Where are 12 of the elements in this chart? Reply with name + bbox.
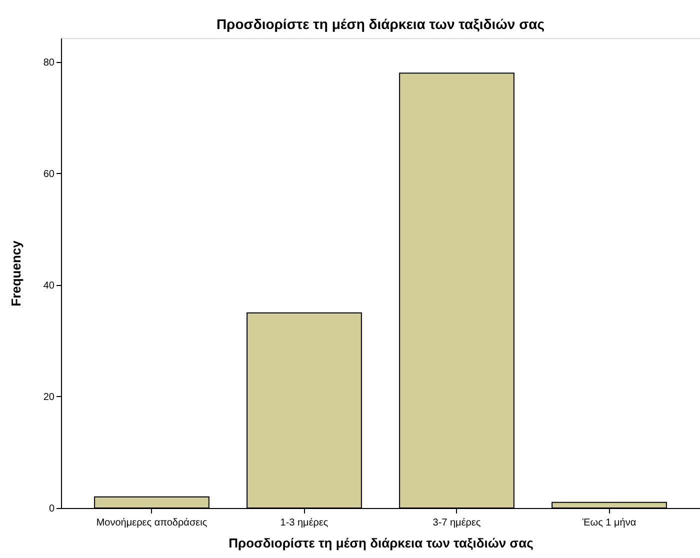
x-tick-label: Έως 1 μήνα: [581, 518, 636, 528]
x-axis-title: Προσδιορίστε τη μέση διάρκεια των ταξιδιών σας: [228, 536, 534, 550]
x-tick-label: Μονοήμερες αποδράσεις: [96, 518, 208, 528]
x-tick-label: 3-7 ημέρες: [432, 518, 481, 528]
x-tick-label: 1-3 ημέρες: [280, 518, 328, 528]
y-tick-label: 20: [43, 392, 55, 403]
y-tick-label: 0: [48, 504, 55, 514]
y-tick-label: 40: [43, 280, 55, 292]
y-tick-label: 60: [43, 168, 55, 180]
y-tick-label: 80: [43, 57, 55, 68]
chart-title: Προσδιορίστε τη μέση διάρκεια των ταξιδιών σας: [216, 16, 545, 32]
y-axis-title: Frequency: [8, 240, 24, 306]
